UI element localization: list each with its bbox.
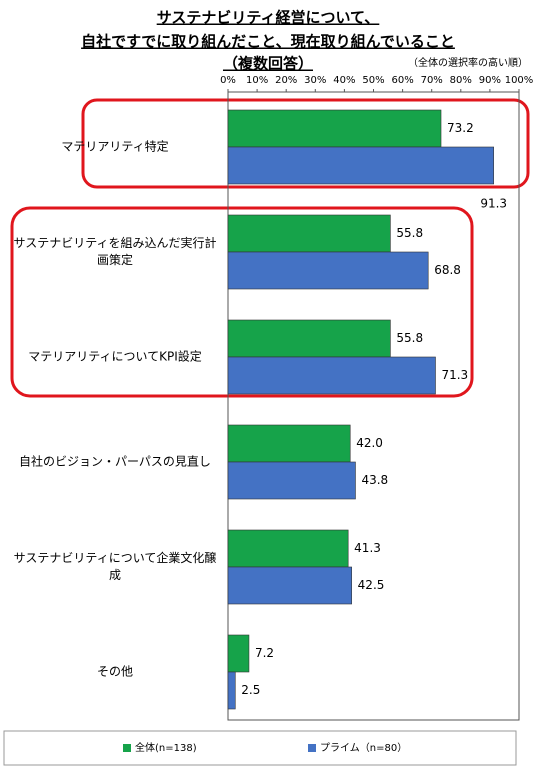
value-label: 41.3 [354, 541, 381, 555]
highlight-box [81, 98, 530, 189]
legend-swatch [308, 744, 316, 752]
value-label: 68.8 [434, 263, 461, 277]
bar [227, 109, 442, 148]
value-label: 7.2 [255, 646, 274, 660]
highlight-box [10, 206, 474, 398]
bar [227, 566, 352, 605]
x-tick-label: 20% [275, 75, 297, 86]
bar [227, 251, 429, 290]
bar [227, 356, 436, 395]
x-tick-label: 80% [450, 75, 472, 86]
value-label: 73.2 [447, 121, 474, 135]
value-label: 43.8 [361, 473, 388, 487]
category-label: マテリアリティについてKPI設定 [28, 349, 202, 364]
value-label: 42.0 [356, 436, 383, 450]
legend-label: プライム（n=80） [320, 742, 407, 754]
value-label: 71.3 [441, 368, 468, 382]
x-tick-label: 50% [362, 75, 384, 86]
legend-label: 全体(n=138) [135, 741, 197, 754]
x-tick-label: 0% [220, 75, 236, 86]
bar [227, 529, 349, 568]
chart-title: （複数回答） [223, 55, 313, 73]
x-tick-label: 40% [333, 75, 355, 86]
bar [227, 461, 356, 500]
x-tick-label: 90% [479, 75, 501, 86]
category-label: マテリアリティ特定 [61, 139, 169, 154]
category-label: サステナビリティについて企業文化醸成 [13, 551, 217, 582]
value-label: 55.8 [396, 331, 423, 345]
bar [227, 146, 494, 185]
legend-box [3, 730, 517, 766]
value-label: 2.5 [241, 683, 260, 697]
bar [227, 634, 250, 673]
bar [227, 319, 391, 358]
chart-subtitle: （全体の選択率の高い順） [408, 56, 528, 69]
bar [227, 214, 391, 253]
x-tick-label: 30% [304, 75, 326, 86]
bar [227, 424, 351, 463]
chart-title: 自社ですでに取り組んだこと、現在取り組んでいること [81, 33, 455, 51]
x-tick-label: 70% [421, 75, 443, 86]
category-label: その他 [96, 664, 133, 679]
value-label: 55.8 [396, 226, 423, 240]
chart-title: サステナビリティ経営について、 [157, 9, 380, 27]
bar [227, 671, 236, 710]
category-label: 自社のビジョン・パーパスの見直し [19, 454, 211, 469]
x-tick-label: 10% [246, 75, 268, 86]
x-tick-label: 100% [505, 75, 534, 86]
value-label: 42.5 [358, 578, 385, 592]
legend-swatch [123, 744, 131, 752]
value-label: 91.3 [480, 197, 507, 211]
category-label: サステナビリティを組み込んだ実行計画策定 [13, 236, 217, 267]
x-tick-label: 60% [391, 75, 413, 86]
